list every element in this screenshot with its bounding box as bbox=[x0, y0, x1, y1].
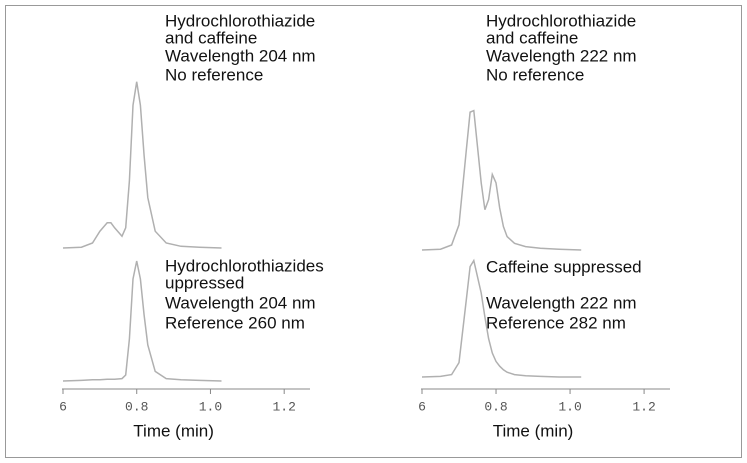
annotation: Wavelength 204 nm bbox=[165, 46, 316, 65]
trace bbox=[421, 109, 582, 251]
annotation: Caffeine suppressed bbox=[486, 257, 642, 276]
x-tick-label: 0.8 bbox=[484, 399, 507, 414]
annotation: No reference bbox=[486, 65, 584, 84]
x-tick-label: 1.2 bbox=[632, 399, 655, 414]
x-tick-label: 6 bbox=[418, 399, 426, 414]
annotation: Hydrochlorothiazides bbox=[165, 256, 324, 275]
annotation: No reference bbox=[165, 65, 263, 84]
annotation: Hydrochlorothiazide bbox=[165, 11, 315, 30]
x-tick-label: 1.2 bbox=[272, 399, 295, 414]
annotation: and caffeine bbox=[165, 28, 257, 47]
annotation: and caffeine bbox=[486, 28, 578, 47]
trace bbox=[62, 260, 222, 382]
x-axis-label: Time (min) bbox=[493, 421, 574, 440]
x-axis-label: Time (min) bbox=[133, 421, 214, 440]
x-tick-label: 0.8 bbox=[125, 399, 148, 414]
annotation: Wavelength 222 nm bbox=[486, 293, 637, 312]
x-tick-label: 1.0 bbox=[199, 399, 222, 414]
annotation: Wavelength 204 nm bbox=[165, 293, 316, 312]
annotation: Reference 282 nm bbox=[486, 313, 626, 332]
frame bbox=[5, 5, 742, 458]
x-tick-label: 1.0 bbox=[558, 399, 581, 414]
annotation: Reference 260 nm bbox=[165, 313, 305, 332]
annotation: Wavelength 222 nm bbox=[486, 46, 637, 65]
x-tick-label: 6 bbox=[59, 399, 67, 414]
trace bbox=[421, 258, 582, 378]
annotation: uppressed bbox=[165, 273, 244, 292]
trace bbox=[62, 81, 222, 249]
annotation: Hydrochlorothiazide bbox=[486, 11, 636, 30]
